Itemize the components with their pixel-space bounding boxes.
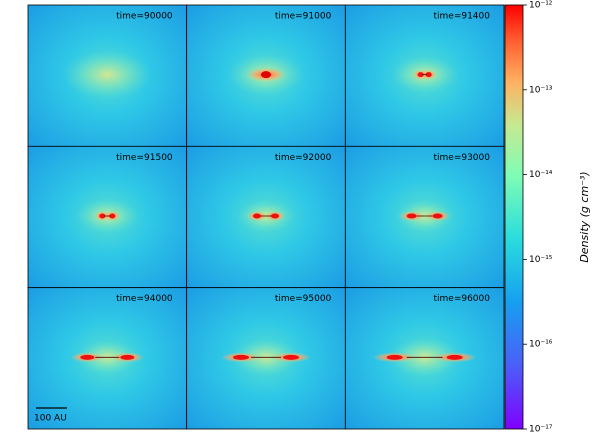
core <box>261 71 271 79</box>
colorbar-tick-label: 10⁻¹⁴ <box>529 170 553 180</box>
core <box>406 213 417 219</box>
core <box>386 354 403 360</box>
core <box>446 354 463 360</box>
core <box>432 213 443 219</box>
panel-label: time=91000 <box>275 12 332 22</box>
panel-label: time=94000 <box>116 294 173 304</box>
colorbar-tick-label: 10⁻¹⁶ <box>529 340 553 350</box>
colorbar-tick-label: 10⁻¹³ <box>529 85 553 95</box>
scale-bar-label: 100 AU <box>34 414 67 424</box>
panel-label: time=96000 <box>433 294 490 304</box>
core <box>271 213 279 219</box>
panel-label: time=90000 <box>116 12 173 22</box>
core <box>99 213 106 219</box>
core <box>233 354 249 360</box>
core <box>80 354 95 360</box>
panel-label: time=93000 <box>433 153 490 163</box>
colorbar-label: Density (g cm⁻³) <box>578 171 591 262</box>
panels: time=90000 time=91000 time=91400 time=91500… <box>27 4 505 430</box>
panel-label: time=91400 <box>433 12 490 22</box>
core <box>283 354 299 360</box>
core <box>253 213 261 219</box>
core <box>417 72 424 78</box>
colorbar-tick-label: 10⁻¹² <box>529 1 553 11</box>
colorbar <box>504 4 524 430</box>
colorbar-tick-label: 10⁻¹⁵ <box>529 255 553 265</box>
colorbar-tick-label: 10⁻¹⁷ <box>529 425 553 435</box>
panel-label: time=91500 <box>116 153 173 163</box>
panel-label: time=95000 <box>275 294 332 304</box>
core <box>425 72 432 78</box>
core <box>120 354 135 360</box>
glow <box>62 49 153 100</box>
core <box>109 213 116 219</box>
panel-label: time=92000 <box>275 153 332 163</box>
